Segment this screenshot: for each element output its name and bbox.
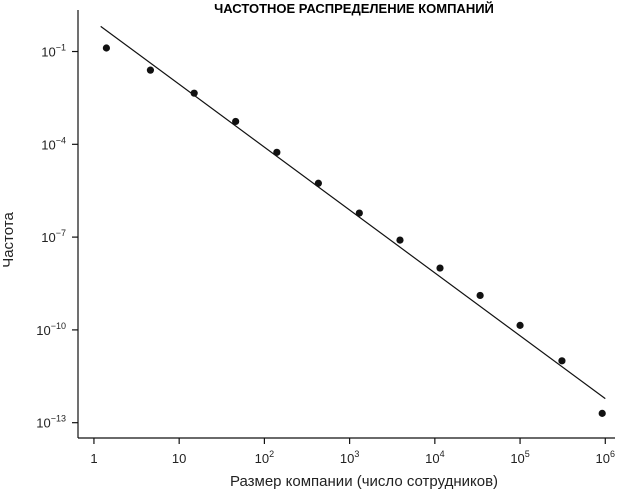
x-tick-label: 105 [510, 449, 529, 466]
x-tick-label: 103 [340, 449, 359, 466]
y-tick-label: 10−1 [41, 43, 66, 60]
x-tick-label: 1 [90, 451, 97, 466]
x-axis-ticks: 1 10 102 103 104 105 106 [90, 438, 615, 466]
data-point [558, 357, 566, 365]
data-point [190, 89, 198, 97]
data-points [102, 44, 606, 417]
y-tick-label: 10−10 [36, 321, 66, 338]
data-point [102, 44, 110, 52]
x-tick-label: 102 [255, 449, 274, 466]
x-axis-label: Размер компании (число сотрудников) [230, 473, 498, 490]
data-point [355, 209, 363, 217]
data-point [232, 117, 240, 126]
x-tick-label: 106 [596, 449, 615, 466]
data-point [598, 409, 606, 417]
y-tick-label: 10−4 [41, 135, 66, 152]
trend-line [100, 25, 606, 400]
data-point [396, 236, 404, 244]
chart-title: ЧАСТОТНОЕ РАСПРЕДЕЛЕНИЕ КОМПАНИЙ [214, 1, 494, 16]
x-tick-label: 104 [425, 449, 444, 466]
y-tick-label: 10−7 [41, 228, 66, 245]
y-axis-ticks: 10−1 10−4 10−7 10−10 10−13 [36, 43, 78, 431]
x-tick-label: 10 [172, 451, 186, 466]
data-point [476, 291, 484, 300]
y-axis-label: Частота [0, 212, 17, 268]
y-tick-label: 10−13 [36, 414, 66, 431]
data-point [273, 148, 281, 156]
data-point [516, 321, 524, 329]
data-point [436, 264, 444, 272]
data-point [146, 66, 155, 74]
data-point [314, 179, 322, 187]
